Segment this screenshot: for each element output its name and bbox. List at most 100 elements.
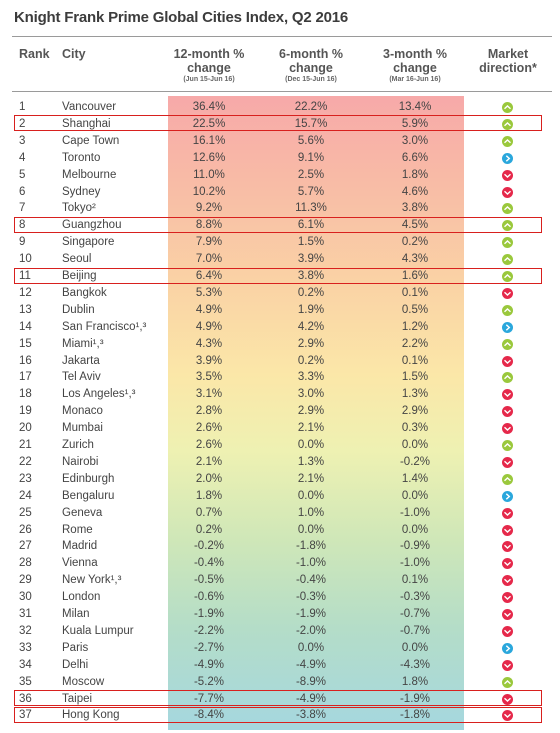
rank-cell: 14	[19, 320, 32, 333]
highlight-box	[14, 216, 542, 233]
change-6-month-cell: 5.7%	[297, 185, 325, 198]
market-direction-up-icon	[502, 135, 513, 147]
market-direction-down-icon	[502, 456, 513, 468]
rank-cell: 23	[19, 472, 32, 485]
rank-cell: 31	[19, 608, 32, 620]
change-6-month-cell: 4.2%	[297, 320, 325, 333]
city-cell: Rome	[62, 523, 93, 536]
rank-cell: 22	[19, 455, 32, 468]
market-direction-down-icon	[502, 389, 513, 401]
change-3-month-cell: -0.7%	[399, 608, 431, 620]
change-12-month-cell: 11.0%	[193, 168, 225, 181]
change-6-month-cell: -0.4%	[295, 574, 327, 587]
highlight-box	[14, 115, 542, 132]
change-12-month-cell: 2.0%	[195, 472, 223, 485]
market-direction-up-icon	[502, 220, 513, 232]
city-cell: Mumbai	[62, 422, 103, 435]
city-cell: San Francisco¹,³	[62, 320, 147, 333]
table-row: 36 Taipei -7.7% -4.9% -1.9%	[0, 691, 560, 708]
change-6-month-cell: -1.8%	[295, 540, 327, 553]
table-row: 4 Toronto 12.6% 9.1% 6.6%	[0, 150, 560, 167]
table-row: 24 Bengaluru 1.8% 0.0% 0.0%	[0, 488, 560, 505]
change-12-month-cell: 2.8%	[195, 405, 223, 418]
city-cell: Guangzhou	[62, 219, 122, 232]
change-6-month-cell: 3.3%	[297, 371, 325, 384]
title-rule	[12, 36, 552, 37]
city-cell: Seoul	[62, 253, 92, 266]
table-row: 17 Tel Aviv 3.5% 3.3% 1.5%	[0, 369, 560, 386]
market-direction-up-icon	[502, 440, 513, 451]
change-12-month-cell: 2.6%	[195, 422, 223, 435]
change-12-month-cell: -2.2%	[193, 624, 225, 637]
change-12-month-cell: 6.4%	[195, 270, 223, 282]
city-cell: Beijing	[62, 270, 97, 282]
city-cell: Edinburgh	[62, 472, 115, 485]
rank-cell: 12	[19, 286, 32, 299]
market-direction-down-icon	[502, 710, 513, 722]
header-12-month-label: 12-month % change	[173, 47, 245, 75]
city-cell: London	[62, 591, 101, 604]
table-row: 14 San Francisco¹,³ 4.9% 4.2% 1.2%	[0, 319, 560, 336]
table-row: 19 Monaco 2.8% 2.9% 2.9%	[0, 403, 560, 420]
change-3-month-cell: 2.9%	[401, 405, 429, 418]
header-3-month-period: (Mar 16-Jun 16)	[389, 76, 441, 83]
change-6-month-cell: -4.9%	[295, 658, 327, 671]
change-6-month-cell: 3.9%	[297, 253, 325, 266]
change-12-month-cell: -0.2%	[193, 540, 225, 553]
change-3-month-cell: 0.0%	[401, 523, 429, 536]
rank-cell: 26	[19, 523, 32, 536]
change-3-month-cell: 0.0%	[401, 439, 429, 451]
market-direction-up-icon	[502, 203, 513, 215]
change-3-month-cell: 0.0%	[401, 489, 429, 502]
change-6-month-cell: 0.0%	[297, 439, 325, 451]
header-rank: Rank	[19, 47, 50, 61]
change-6-month-cell: 11.3%	[295, 202, 327, 215]
rank-cell: 37	[19, 709, 32, 722]
table-row: 27 Madrid -0.2% -1.8% -0.9%	[0, 538, 560, 555]
rank-cell: 18	[19, 388, 32, 401]
header-6-month-label: 6-month % change	[279, 47, 343, 75]
change-6-month-cell: 0.0%	[297, 489, 325, 502]
rank-cell: 3	[19, 134, 26, 147]
rank-cell: 8	[19, 219, 26, 232]
change-6-month-cell: 3.0%	[297, 388, 325, 401]
city-cell: Taipei	[62, 692, 93, 705]
rank-cell: 11	[19, 270, 31, 282]
city-cell: Dublin	[62, 303, 95, 316]
city-cell: Jakarta	[62, 354, 100, 367]
market-direction-up-icon	[502, 304, 513, 316]
change-3-month-cell: 4.6%	[401, 185, 429, 198]
table-row: 3 Cape Town 16.1% 5.6% 3.0%	[0, 133, 560, 150]
table-row: 37 Hong Kong -8.4% -3.8% -1.8%	[0, 707, 560, 724]
change-6-month-cell: 0.0%	[297, 641, 325, 654]
change-3-month-cell: 4.5%	[401, 219, 429, 232]
city-cell: Vancouver	[62, 101, 117, 113]
change-3-month-cell: 1.4%	[401, 472, 429, 485]
change-3-month-cell: -0.9%	[399, 540, 431, 553]
rank-cell: 20	[19, 422, 32, 435]
change-12-month-cell: 1.8%	[195, 489, 223, 502]
market-direction-down-icon	[502, 423, 513, 435]
table-row: 5 Melbourne 11.0% 2.5% 1.8%	[0, 167, 560, 184]
change-6-month-cell: -0.3%	[295, 591, 327, 604]
change-3-month-cell: -1.8%	[399, 709, 431, 722]
change-3-month-cell: -4.3%	[399, 658, 431, 671]
change-3-month-cell: 5.9%	[401, 117, 429, 130]
rank-cell: 25	[19, 506, 32, 519]
change-3-month-cell: 1.6%	[401, 270, 429, 282]
rank-cell: 13	[19, 303, 32, 316]
market-direction-steady-icon	[502, 321, 513, 333]
change-6-month-cell: 9.1%	[297, 151, 325, 164]
table-row: 1 Vancouver 36.4% 22.2% 13.4%	[0, 99, 560, 116]
city-cell: Cape Town	[62, 134, 120, 147]
rank-cell: 29	[19, 574, 32, 587]
rank-cell: 35	[19, 675, 32, 688]
heat-gradient-band	[168, 96, 464, 730]
header-market-direction: Market direction*	[479, 47, 537, 75]
change-3-month-cell: 0.1%	[401, 354, 429, 367]
change-12-month-cell: 2.1%	[195, 455, 223, 468]
table-row: 30 London -0.6% -0.3% -0.3%	[0, 589, 560, 606]
table-row: 11 Beijing 6.4% 3.8% 1.6%	[0, 268, 560, 285]
table-row: 21 Zurich 2.6% 0.0% 0.0%	[0, 437, 560, 454]
market-direction-up-icon	[502, 118, 513, 130]
